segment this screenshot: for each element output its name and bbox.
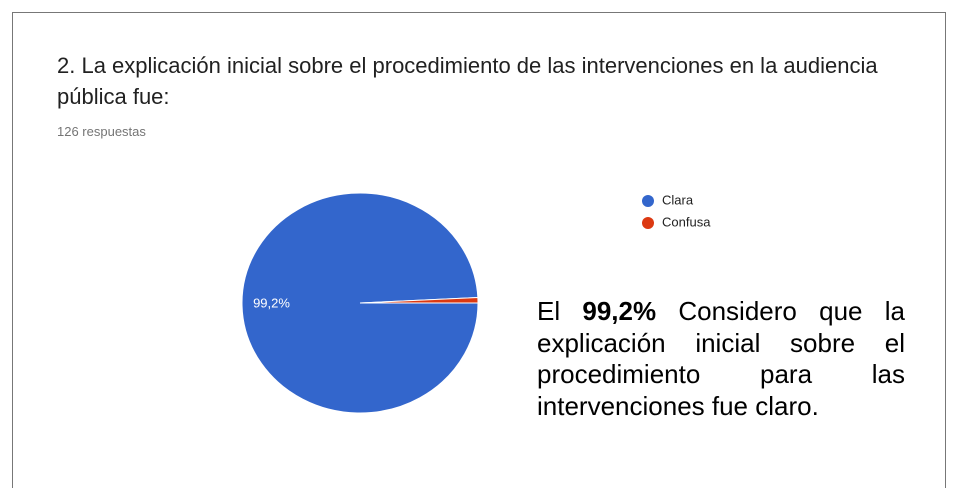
chart-title: 2. La explicación inicial sobre el proce… (57, 53, 878, 109)
legend-swatch (642, 217, 654, 229)
annotation-text: Considero que la explicación inicial sob… (537, 296, 905, 421)
frame (12, 12, 946, 488)
pie-slice (359, 296, 479, 304)
annotation-text: El (537, 296, 561, 326)
annotation-highlight: 99,2% (582, 296, 657, 326)
legend-label: Clara (662, 192, 694, 207)
legend-swatch (642, 195, 654, 207)
legend-label: Confusa (662, 214, 711, 229)
slice-label: 99,2% (253, 295, 290, 310)
annotation: El 99,2% Considero que la explicación in… (537, 296, 905, 422)
response-count: 126 respuestas (57, 124, 146, 139)
